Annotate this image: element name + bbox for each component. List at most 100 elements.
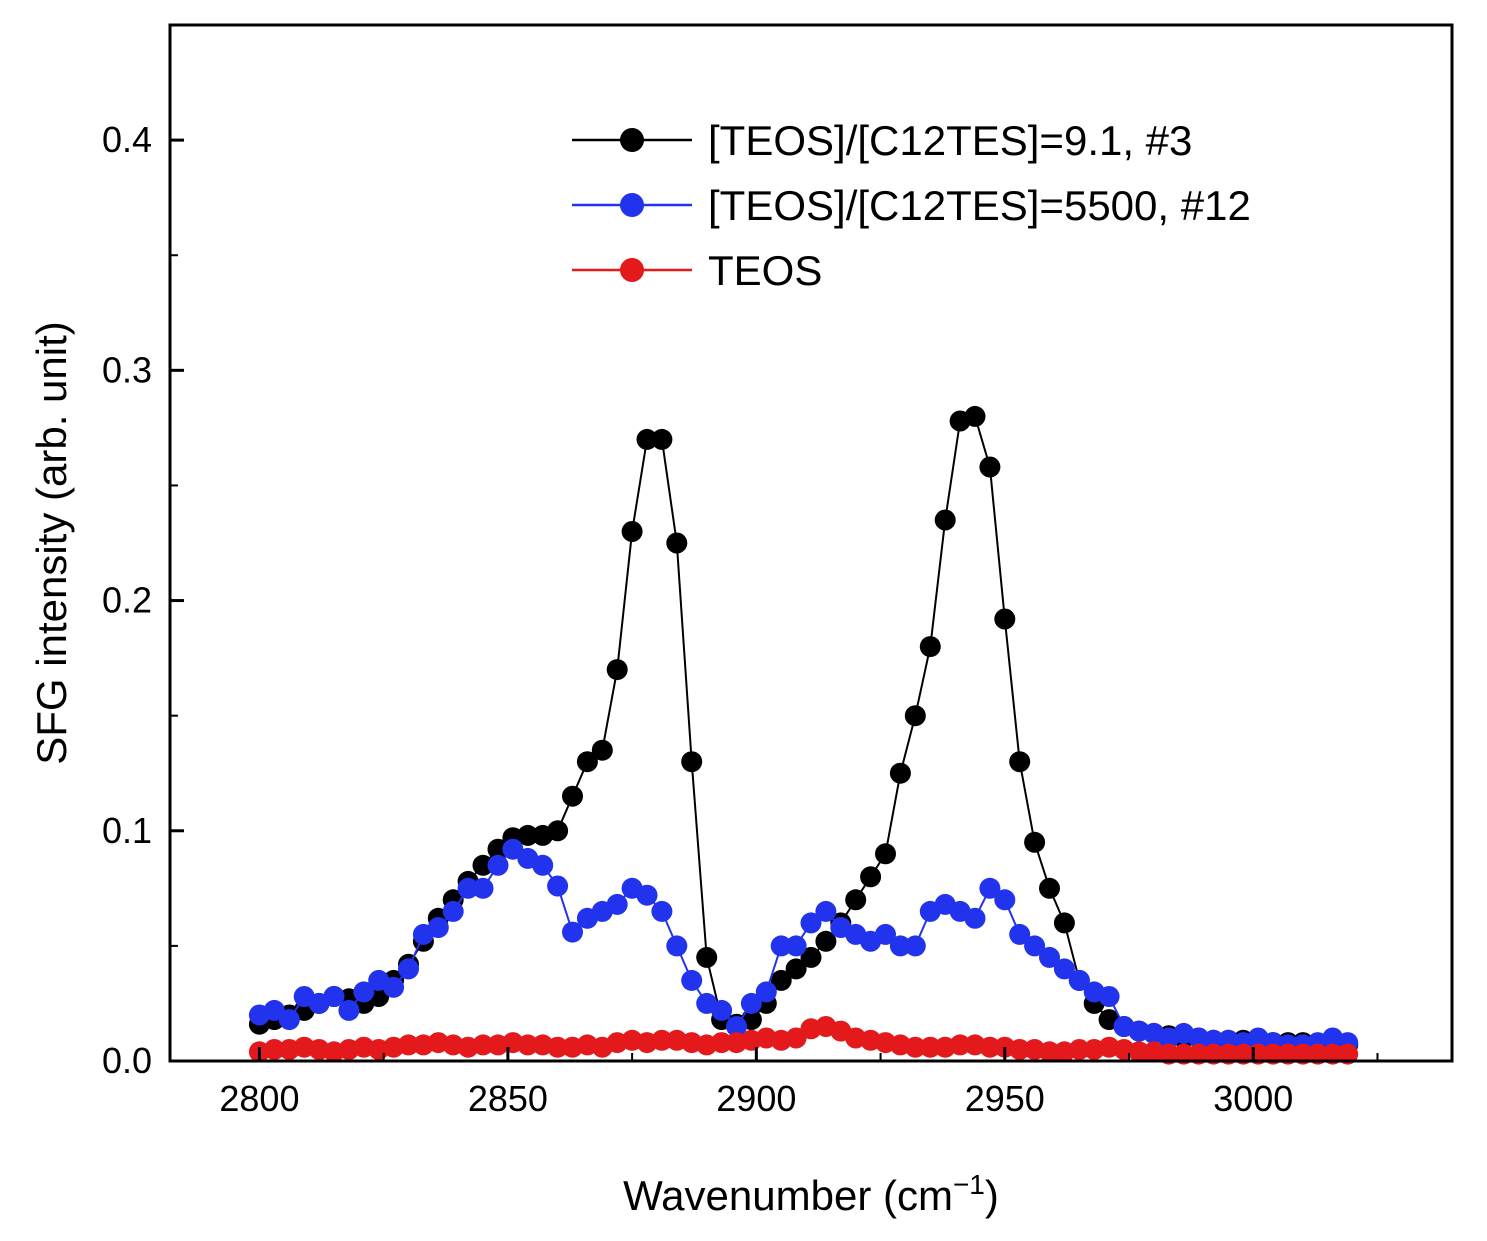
data-point	[1203, 1043, 1224, 1065]
data-point	[651, 900, 673, 922]
data-point	[681, 751, 703, 773]
data-point	[889, 762, 911, 784]
legend-label: [TEOS]/[C12TES]=9.1, #3	[708, 117, 1192, 164]
data-point	[1128, 1041, 1150, 1063]
y-tick-label: 0.4	[102, 119, 152, 160]
data-point	[1024, 935, 1046, 957]
data-point	[994, 608, 1016, 630]
y-tick-label: 0.2	[102, 580, 152, 621]
axis-ticks: 2800 2850 2900 2950 3000 0.0 0.1 0.2 0.3 0.4	[102, 119, 1379, 1119]
legend-entry: [TEOS]/[C12TES]=9.1, #3	[572, 117, 1192, 164]
data-point	[263, 999, 285, 1021]
data-point	[994, 889, 1016, 911]
data-point	[964, 405, 986, 427]
data-point	[576, 751, 598, 773]
data-point	[562, 785, 583, 807]
data-point	[562, 921, 583, 943]
data-point	[487, 854, 509, 876]
data-point	[1039, 946, 1060, 968]
data-point	[383, 976, 405, 998]
data-point	[681, 969, 703, 991]
data-point	[666, 935, 688, 957]
data-point	[487, 838, 509, 860]
x-tick-label: 2850	[468, 1078, 548, 1119]
y-axis-title: SFG intensity (arb. unit)	[28, 321, 75, 764]
data-point	[770, 935, 792, 957]
data-point	[606, 893, 628, 915]
data-point	[934, 509, 956, 531]
data-point	[979, 1036, 1001, 1058]
data-point	[904, 935, 926, 957]
legend: [TEOS]/[C12TES]=9.1, #3 [TEOS]/[C12TES]=5…	[572, 117, 1251, 294]
data-point	[323, 986, 345, 1007]
x-axis-title: Wavenumber (cm−1)	[623, 1169, 999, 1219]
data-point	[1292, 1043, 1314, 1065]
data-point	[1009, 1039, 1031, 1060]
y-tick-label: 0.1	[102, 810, 152, 851]
data-point	[1098, 986, 1120, 1007]
data-point	[815, 900, 837, 922]
data-point	[770, 969, 792, 991]
data-point	[338, 999, 360, 1021]
data-point	[547, 875, 569, 897]
y-tick-label: 0.3	[102, 349, 152, 390]
data-point	[800, 946, 822, 968]
data-point	[1262, 1043, 1284, 1065]
data-point	[606, 659, 628, 681]
legend-marker	[620, 193, 644, 217]
data-point	[1158, 1043, 1180, 1065]
data-point	[1068, 1039, 1090, 1060]
data-point	[457, 877, 479, 899]
data-point	[532, 854, 554, 876]
data-point	[860, 866, 882, 888]
data-point	[1217, 1043, 1239, 1065]
data-point	[919, 636, 941, 658]
data-point	[547, 1036, 569, 1058]
data-point	[785, 935, 807, 957]
data-point	[1307, 1043, 1329, 1065]
data-point	[875, 923, 896, 945]
data-point	[353, 981, 375, 1003]
data-point	[651, 1029, 673, 1051]
data-point	[1039, 1041, 1060, 1063]
data-point	[1024, 831, 1046, 853]
data-point	[1009, 751, 1031, 773]
data-point	[740, 992, 762, 1014]
data-point	[1277, 1043, 1299, 1065]
x-tick-label: 3000	[1213, 1078, 1293, 1119]
data-point	[442, 900, 464, 922]
data-point	[398, 1034, 419, 1056]
data-point	[1068, 969, 1090, 991]
data-point	[398, 958, 419, 980]
legend-marker	[620, 128, 644, 152]
x-axis-title-close: )	[985, 1172, 999, 1219]
data-point	[263, 1039, 285, 1060]
data-point	[919, 1036, 941, 1058]
data-point	[547, 820, 569, 842]
x-tick-label: 2950	[965, 1078, 1045, 1119]
data-point	[472, 877, 494, 899]
x-tick-label: 2800	[219, 1078, 299, 1119]
data-point	[979, 456, 1001, 478]
data-point	[517, 824, 539, 846]
data-point	[815, 930, 837, 952]
data-point	[666, 532, 688, 554]
x-axis-title-main: Wavenumber (cm	[623, 1172, 953, 1219]
data-point	[636, 884, 658, 906]
data-point	[1188, 1043, 1210, 1065]
legend-entry: [TEOS]/[C12TES]=5500, #12	[572, 182, 1251, 229]
data-point	[472, 1034, 494, 1056]
data-point	[427, 917, 449, 938]
data-point	[904, 705, 926, 727]
data-point	[979, 877, 1001, 899]
data-point	[904, 1036, 926, 1058]
legend-label: [TEOS]/[C12TES]=5500, #12	[708, 182, 1251, 229]
data-point	[755, 981, 777, 1003]
y-tick-label: 0.0	[102, 1040, 152, 1081]
data-point	[726, 1016, 747, 1037]
legend-label: TEOS	[708, 247, 822, 294]
data-point	[1009, 923, 1031, 945]
data-point	[711, 1032, 733, 1054]
data-point	[621, 521, 643, 542]
